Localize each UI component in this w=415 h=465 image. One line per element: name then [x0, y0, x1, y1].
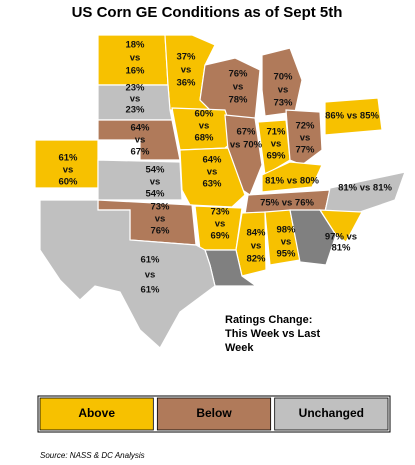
- state-label: vs: [278, 85, 289, 96]
- state-label: 60%: [194, 109, 214, 120]
- state-label: vs: [271, 139, 282, 150]
- state-label: 78%: [228, 95, 248, 106]
- state-label: 73%: [150, 202, 170, 213]
- state-label: 64%: [130, 123, 150, 134]
- state-label: 81%: [331, 243, 351, 254]
- legend-title: Ratings Change:: [225, 314, 312, 326]
- state-label: 68%: [194, 133, 214, 144]
- state-label: 67%: [130, 147, 150, 158]
- state-label: vs: [300, 133, 311, 144]
- state-label: vs: [155, 214, 166, 225]
- legend-swatch: [39, 397, 154, 431]
- state-label: 73%: [210, 207, 230, 218]
- state-label: 97% vs: [325, 232, 357, 243]
- state-label: 76%: [228, 69, 248, 80]
- legend-frame: [37, 395, 391, 433]
- state-label: 82%: [246, 254, 266, 265]
- state-label: 77%: [295, 145, 315, 156]
- state-label: 84%: [246, 228, 266, 239]
- state-label: vs: [281, 237, 292, 248]
- state: [97, 84, 173, 121]
- state-label: 75% vs 76%: [260, 198, 314, 209]
- state-label: 63%: [202, 179, 222, 190]
- state-label: 86% vs 85%: [325, 111, 379, 122]
- state: [324, 171, 406, 213]
- state-label: vs: [130, 53, 141, 64]
- state-label: 76%: [150, 226, 170, 237]
- state-label: 81% vs 80%: [265, 176, 319, 187]
- state-label: 72%: [295, 121, 315, 132]
- state-label: 69%: [210, 231, 230, 242]
- state-label: vs: [181, 65, 192, 76]
- legend-title: Week: [225, 342, 254, 354]
- legend-title: This Week vs Last: [225, 328, 321, 340]
- legend-swatch: [274, 397, 389, 431]
- state-label: 37%: [176, 52, 196, 63]
- state-label: 23%: [125, 105, 145, 116]
- state-label: vs: [207, 167, 218, 178]
- state-label: 67%: [236, 127, 256, 138]
- state: [285, 109, 323, 166]
- state: [318, 209, 363, 243]
- state-label: vs: [199, 121, 210, 132]
- state-label: vs: [251, 241, 262, 252]
- state-label: 73%: [273, 98, 293, 109]
- legend: Ratings Change: This Week vs Last Week Abov…: [37, 314, 391, 433]
- state-label: 81% vs 81%: [338, 183, 392, 194]
- state-label: 61%: [58, 153, 78, 164]
- source: Source: NASS & DC Analysis: [40, 451, 145, 460]
- state-label: 64%: [202, 155, 222, 166]
- state-label: vs 70%: [230, 140, 263, 151]
- legend-swatch: [156, 397, 272, 431]
- state-label: vs: [130, 94, 141, 105]
- state-label: 98%: [276, 225, 296, 236]
- state-label: vs: [215, 219, 226, 230]
- state-label: 16%: [125, 66, 145, 77]
- state: [289, 209, 337, 266]
- state: [324, 97, 383, 136]
- state-label: 54%: [145, 189, 165, 200]
- legend-label: Below: [196, 406, 232, 420]
- state: [39, 199, 216, 349]
- state: [235, 211, 267, 277]
- state: [261, 161, 323, 193]
- state-label: 54%: [145, 165, 165, 176]
- state-label: 23%: [125, 83, 145, 94]
- state-label: 69%: [266, 151, 286, 162]
- state-label: vs: [63, 165, 74, 176]
- state-label: vs: [135, 135, 146, 146]
- legend-label: Unchanged: [299, 406, 364, 420]
- state-label: 95%: [276, 249, 296, 260]
- state-label: vs: [145, 270, 156, 281]
- state-label: 36%: [176, 78, 196, 89]
- state-label: vs: [233, 82, 244, 93]
- state-label: 61%: [140, 285, 160, 296]
- state-label: 60%: [58, 177, 78, 188]
- legend-label: Above: [78, 406, 115, 420]
- map: 18%vs16%37%vs36%23%vs23%76%vs78%70%vs73%…: [34, 34, 406, 349]
- state-label: 70%: [273, 72, 293, 83]
- state: [97, 159, 183, 201]
- state-label: 71%: [266, 127, 286, 138]
- state-label: 18%: [125, 40, 145, 51]
- state-label: vs: [150, 177, 161, 188]
- title: US Corn GE Conditions as of Sept 5th: [72, 4, 343, 21]
- state-label: 61%: [140, 255, 160, 266]
